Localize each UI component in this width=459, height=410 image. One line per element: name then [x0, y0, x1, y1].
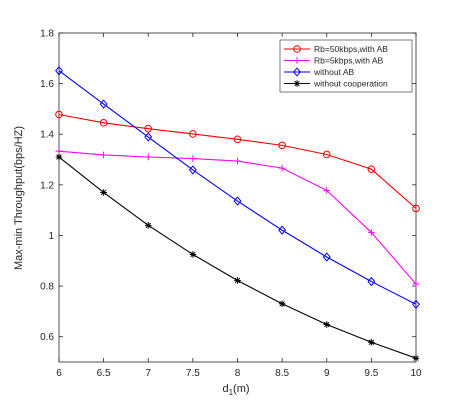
- series-4-point: [323, 321, 331, 328]
- x-tick-label: 9.5: [364, 368, 378, 379]
- legend-swatch-marker: [293, 80, 301, 87]
- y-tick-label: 0.6: [40, 332, 54, 343]
- series-2-point: [412, 280, 420, 288]
- series-1-point: [367, 165, 376, 173]
- legend-label-2: Rb=5kbps,with AB: [314, 56, 384, 66]
- series-4-point: [189, 251, 197, 258]
- series-3-point: [99, 99, 108, 109]
- series-1-point: [99, 119, 108, 127]
- x-tick-label: 7: [145, 368, 151, 379]
- series-4-point: [144, 222, 152, 229]
- x-tick-label: 8: [235, 368, 241, 379]
- y-axis-label: Max-min Throughput(bps/HZ): [13, 126, 25, 270]
- y-tick-label: 1.4: [40, 130, 54, 141]
- series-4-point: [278, 300, 286, 308]
- series-2-point: [55, 147, 63, 155]
- series-3-point: [233, 196, 242, 206]
- series-2-point: [100, 151, 107, 159]
- series-4-point: [234, 277, 241, 284]
- legend-label-3: without AB: [313, 67, 354, 77]
- x-tick-label: 6.5: [97, 368, 111, 379]
- series-2-point: [189, 155, 197, 162]
- series-4-point: [412, 354, 420, 362]
- legend-swatch-marker: [293, 45, 301, 53]
- series-3-point: [188, 165, 197, 175]
- legend-swatch-marker: [293, 67, 301, 77]
- series-3-point: [55, 66, 63, 76]
- y-tick-label: 1.8: [40, 29, 54, 40]
- series-4-point: [100, 189, 107, 196]
- series-2-point: [368, 229, 375, 236]
- series-4-point: [368, 338, 375, 346]
- series-3-point: [367, 276, 376, 287]
- series-1-point: [278, 141, 286, 150]
- series-2-point: [234, 157, 241, 165]
- x-axis-label-unit: (m): [233, 383, 250, 395]
- y-tick-label: 1.6: [40, 79, 54, 90]
- y-tick-label: 1.2: [40, 180, 54, 191]
- series-1-point: [189, 130, 197, 138]
- x-tick-label: 10: [410, 368, 422, 379]
- y-tick-label: 1: [48, 231, 54, 242]
- series-3-point: [144, 132, 153, 142]
- y-tick-label: 0.8: [40, 282, 54, 293]
- series-1-point: [322, 150, 331, 159]
- axis-ticks: 6 6.5 7 7.5 8 8.5 9 9.5 10 0.6 0.8 1 1.2 1.4 1.6 1.8: [40, 29, 422, 380]
- series-line-1: [58, 113, 417, 209]
- legend-label-1: Rb=50kbps,with AB: [314, 44, 388, 54]
- series-line-3: [58, 70, 417, 305]
- x-tick-label: 6: [56, 368, 62, 379]
- series-2-point: [323, 187, 331, 194]
- series-3-point: [322, 252, 331, 262]
- x-axis-label-main: d: [222, 383, 228, 395]
- series-2-point: [278, 164, 286, 172]
- x-tick-label: 7.5: [186, 368, 200, 379]
- series-3-point: [412, 299, 420, 309]
- series-1-point: [412, 204, 420, 213]
- series-1-point: [55, 110, 63, 119]
- legend-label-4: without cooperation: [313, 79, 388, 89]
- series-2-point: [144, 153, 152, 161]
- series-4-point: [55, 153, 63, 161]
- x-axis-label: d1(m): [222, 383, 249, 397]
- x-tick-label: 8.5: [275, 368, 289, 379]
- series-1-point: [233, 135, 242, 144]
- x-axis-label-subscript: 1: [229, 388, 234, 397]
- series-1-point: [144, 124, 153, 133]
- series-3-point: [278, 225, 287, 235]
- series-markers: [55, 66, 420, 362]
- legend-swatch-marker: [293, 57, 301, 64]
- x-tick-label: 9: [324, 368, 330, 379]
